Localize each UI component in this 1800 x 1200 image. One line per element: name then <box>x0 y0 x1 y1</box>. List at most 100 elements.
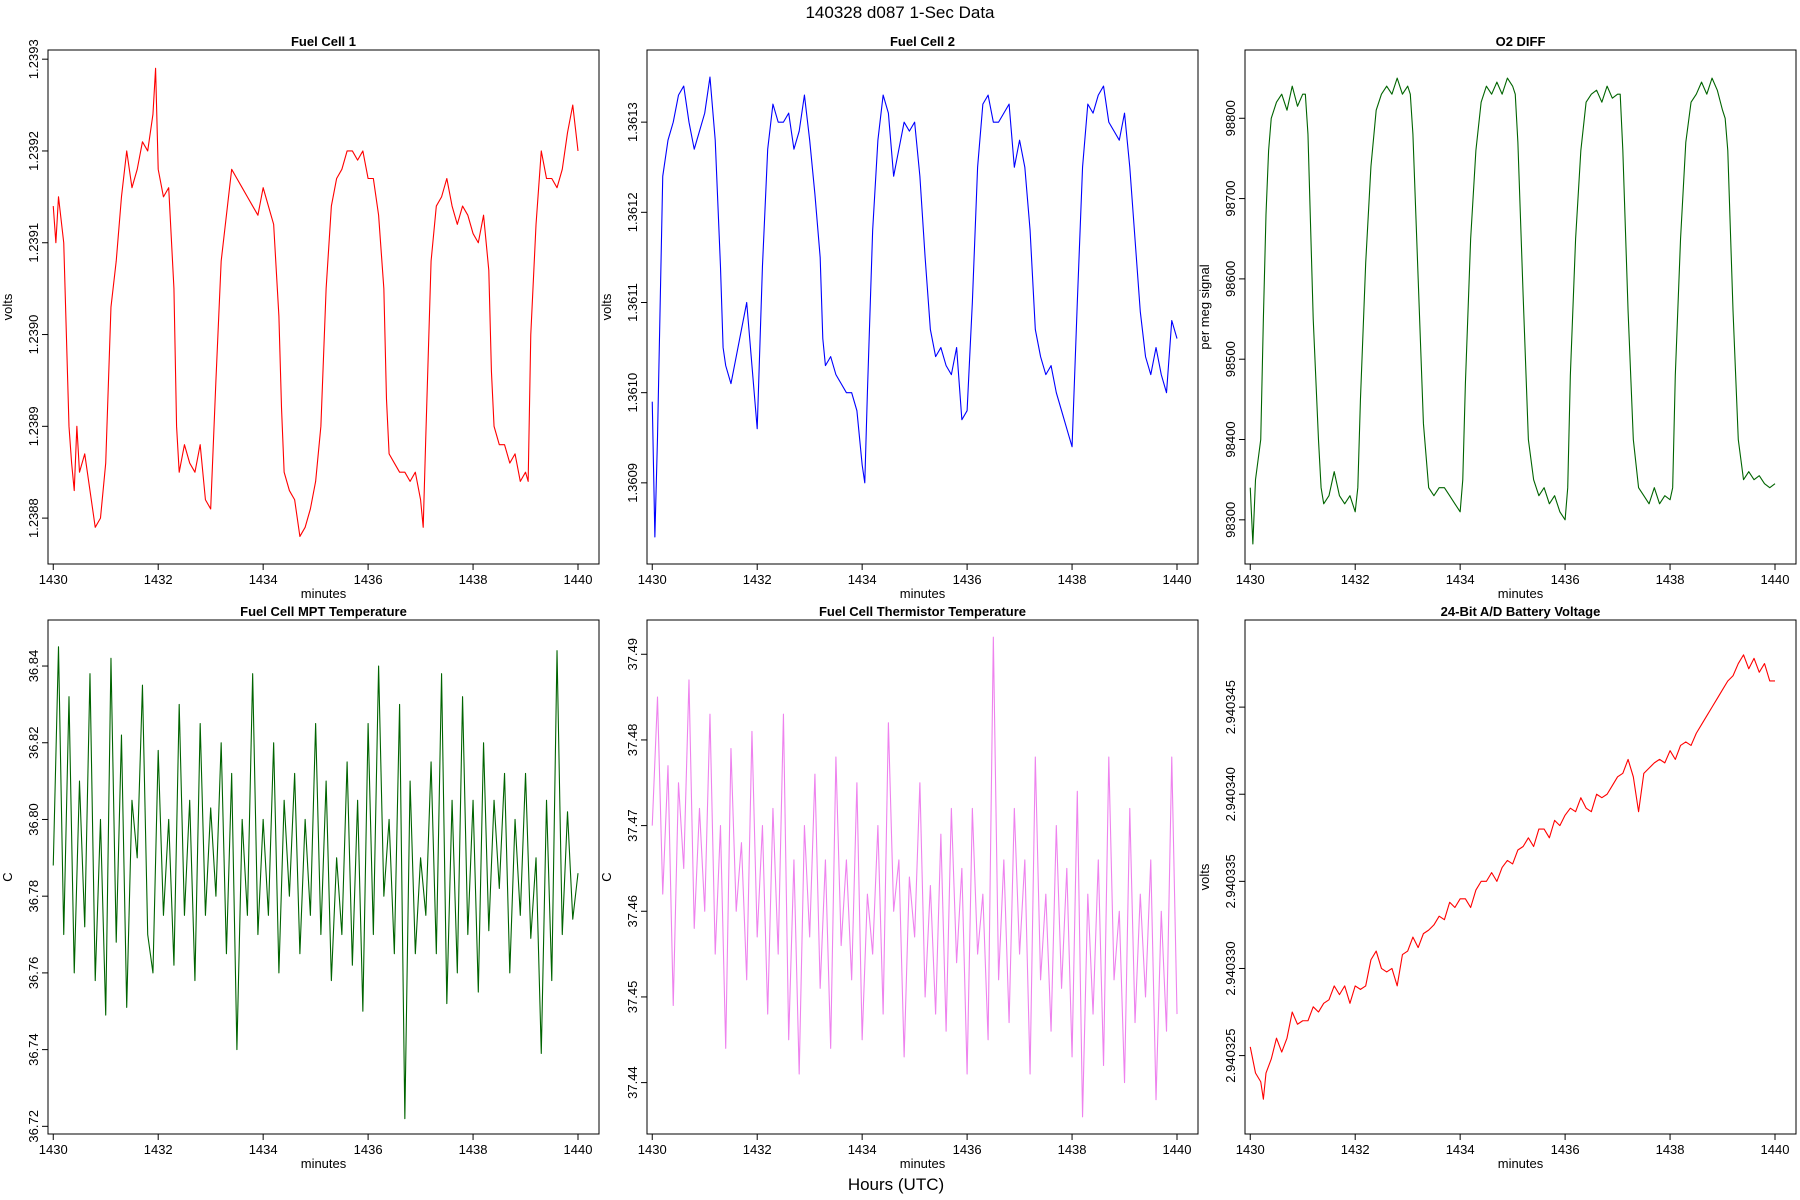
panel-title: Fuel Cell 1 <box>291 34 356 49</box>
x-tick-label: 1440 <box>1163 1142 1192 1157</box>
x-axis-label: minutes <box>1498 586 1544 601</box>
panel-title: O2 DIFF <box>1496 34 1546 49</box>
series-line <box>1249 77 1776 545</box>
y-tick-label: 98400 <box>1223 421 1238 457</box>
panel-title: Fuel Cell MPT Temperature <box>240 604 407 619</box>
y-tick-label: 36.80 <box>26 803 41 836</box>
y-tick-label: 36.74 <box>26 1033 41 1066</box>
y-axis-label: volts <box>0 293 15 320</box>
chart-panel: 24-Bit A/D Battery Voltage 1430 1432 1434 14… <box>1197 604 1797 1171</box>
x-tick-label: 1432 <box>1341 572 1370 587</box>
panel-title: Fuel Cell Thermistor Temperature <box>819 604 1026 619</box>
y-tick-label: 36.78 <box>26 880 41 913</box>
x-axis-label: minutes <box>900 586 946 601</box>
x-tick-label: 1432 <box>144 572 173 587</box>
x-tick-label: 1436 <box>953 1142 982 1157</box>
y-tick-label: 1.3612 <box>625 192 640 232</box>
y-tick-label: 2.940335 <box>1223 854 1238 908</box>
series-line <box>651 76 1178 538</box>
x-tick-label: 1436 <box>1551 572 1580 587</box>
plot-frame <box>646 49 1199 565</box>
x-tick-label: 1432 <box>743 572 772 587</box>
x-tick-label: 1432 <box>743 1142 772 1157</box>
x-tick-label: 1440 <box>1761 572 1790 587</box>
x-tick-label: 1434 <box>848 572 877 587</box>
x-tick-label: 1434 <box>1446 1142 1475 1157</box>
figure-outer-xlabel: Hours (UTC) <box>848 1175 944 1194</box>
x-tick-label: 1430 <box>39 1142 68 1157</box>
series-line <box>52 646 579 1120</box>
series-line <box>1249 654 1776 1100</box>
y-tick-label: 1.2389 <box>26 406 41 446</box>
y-tick-label: 36.82 <box>26 726 41 759</box>
x-tick-label: 1434 <box>1446 572 1475 587</box>
y-tick-label: 98500 <box>1223 341 1238 377</box>
x-tick-label: 1440 <box>1163 572 1192 587</box>
series-line <box>651 636 1178 1118</box>
y-tick-label: 1.2392 <box>26 131 41 171</box>
y-tick-label: 1.3610 <box>625 373 640 413</box>
plot-frame <box>1244 619 1797 1135</box>
y-tick-label: 2.940340 <box>1223 767 1238 821</box>
x-tick-label: 1440 <box>1761 1142 1790 1157</box>
y-tick-label: 98700 <box>1223 181 1238 217</box>
x-tick-label: 1434 <box>848 1142 877 1157</box>
x-axis-label: minutes <box>1498 1156 1544 1171</box>
y-tick-label: 2.940345 <box>1223 680 1238 734</box>
x-tick-label: 1436 <box>354 1142 383 1157</box>
y-tick-label: 1.3611 <box>625 283 640 322</box>
x-tick-label: 1434 <box>249 1142 278 1157</box>
y-tick-label: 1.2388 <box>26 498 41 538</box>
x-tick-label: 1438 <box>459 1142 488 1157</box>
plot-frame <box>47 619 600 1135</box>
x-tick-label: 1430 <box>1236 572 1265 587</box>
y-tick-label: 1.2391 <box>26 223 41 263</box>
y-tick-label: 2.940325 <box>1223 1028 1238 1082</box>
y-tick-label: 37.45 <box>625 981 640 1014</box>
x-tick-label: 1430 <box>39 572 68 587</box>
y-tick-label: 36.84 <box>26 650 41 683</box>
x-tick-label: 1436 <box>1551 1142 1580 1157</box>
x-tick-label: 1436 <box>354 572 383 587</box>
chart-panel: Fuel Cell MPT Temperature 1430 1432 1434 143… <box>0 604 600 1171</box>
x-tick-label: 1438 <box>1058 1142 1087 1157</box>
x-tick-label: 1438 <box>1058 572 1087 587</box>
x-tick-label: 1434 <box>249 572 278 587</box>
y-tick-label: 37.47 <box>625 809 640 842</box>
x-tick-label: 1440 <box>564 572 593 587</box>
x-tick-label: 1438 <box>1656 1142 1685 1157</box>
y-tick-label: 37.49 <box>625 638 640 671</box>
x-tick-label: 1430 <box>638 572 667 587</box>
x-tick-label: 1438 <box>459 572 488 587</box>
y-axis-label: C <box>599 872 614 881</box>
figure-title: 140328 d087 1-Sec Data <box>805 3 995 22</box>
x-tick-label: 1436 <box>953 572 982 587</box>
y-tick-label: 37.48 <box>625 724 640 757</box>
chart-panel: Fuel Cell 2 1430 1432 1434 1436 1438 1440 minut… <box>599 34 1199 601</box>
x-axis-label: minutes <box>900 1156 946 1171</box>
x-tick-label: 1440 <box>564 1142 593 1157</box>
y-tick-label: 1.2390 <box>26 315 41 355</box>
y-tick-label: 36.76 <box>26 957 41 990</box>
y-tick-label: 1.3613 <box>625 102 640 142</box>
y-tick-label: 1.2393 <box>26 39 41 79</box>
x-tick-label: 1430 <box>638 1142 667 1157</box>
panel-title: 24-Bit A/D Battery Voltage <box>1441 604 1601 619</box>
y-tick-label: 37.46 <box>625 895 640 928</box>
y-tick-label: 98600 <box>1223 261 1238 297</box>
y-tick-label: 1.3609 <box>625 463 640 503</box>
x-tick-label: 1438 <box>1656 572 1685 587</box>
y-tick-label: 2.940330 <box>1223 941 1238 995</box>
y-tick-label: 37.44 <box>625 1066 640 1099</box>
x-tick-label: 1430 <box>1236 1142 1265 1157</box>
plot-frame <box>1244 49 1797 565</box>
chart-panel: Fuel Cell Thermistor Temperature 1430 1432… <box>599 604 1199 1171</box>
panel-grid: Fuel Cell 1 1430 1432 1434 1436 1438 1440 minut… <box>0 34 1797 1171</box>
x-axis-label: minutes <box>301 586 347 601</box>
y-axis-label: volts <box>1197 863 1212 890</box>
x-tick-label: 1432 <box>1341 1142 1370 1157</box>
panel-title: Fuel Cell 2 <box>890 34 955 49</box>
y-axis-label: C <box>0 872 15 881</box>
series-line <box>52 67 579 538</box>
